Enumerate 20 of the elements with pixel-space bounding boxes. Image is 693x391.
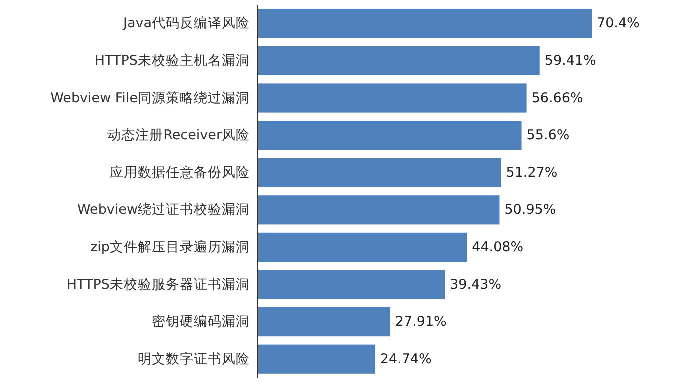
y-tick-label: zip文件解压目录遍历漏洞: [90, 239, 250, 256]
y-tick-label: HTTPS未校验主机名漏洞: [94, 52, 250, 69]
data-label: 51.27%: [506, 164, 558, 181]
data-label: 70.4%: [597, 16, 640, 32]
data-label: 50.95%: [504, 202, 556, 218]
y-tick-label: 密钥硬编码漏洞: [152, 314, 250, 330]
data-label: 24.74%: [380, 351, 432, 368]
y-tick-label: Webview File同源策略绕过漏洞: [50, 90, 250, 106]
data-label: 56.66%: [532, 90, 584, 106]
data-label: 55.6%: [526, 128, 570, 144]
data-label: 39.43%: [450, 276, 502, 293]
y-tick-label: HTTPS未校验服务器证书漏洞: [66, 276, 250, 293]
y-tick-label: 应用数据任意备份风险: [110, 164, 250, 181]
y-tick-label: 明文数字证书风险: [138, 351, 250, 368]
y-tick-label: Java代码反编译风险: [122, 16, 250, 32]
y-tick-label: Webview绕过证书校验漏洞: [77, 202, 250, 218]
data-label: 44.08%: [472, 239, 524, 256]
data-label: 59.41%: [544, 52, 597, 69]
data-label: 27.91%: [395, 314, 448, 330]
y-tick-label: 动态注册Receiver风险: [108, 128, 250, 144]
